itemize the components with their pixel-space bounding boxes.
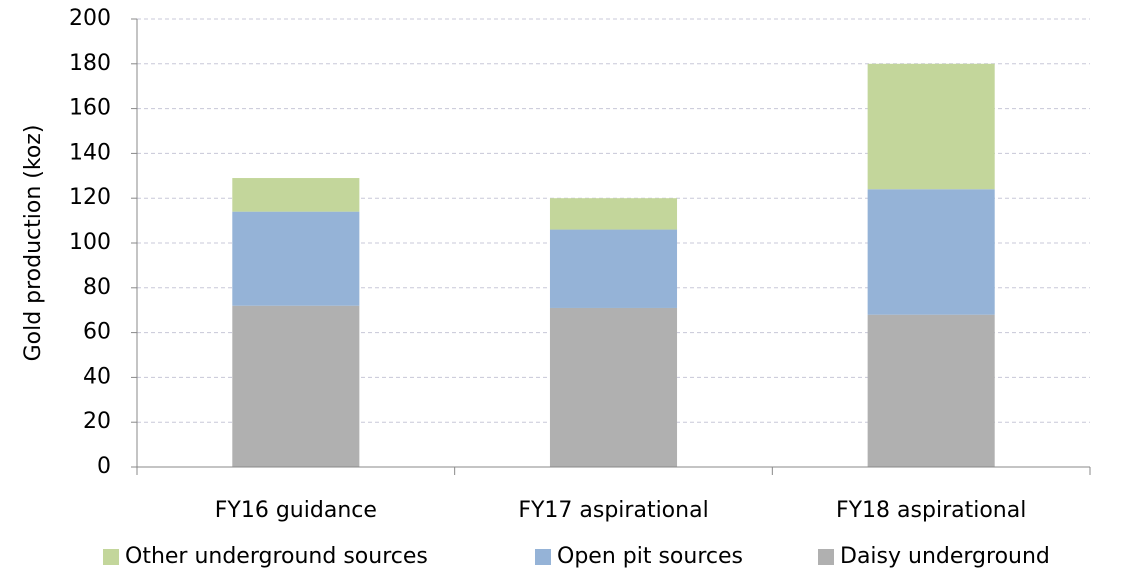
bar-segment: [549, 198, 678, 230]
y-tick-label: 20: [83, 409, 111, 434]
bar-segment: [867, 189, 995, 315]
y-tick-label: 0: [97, 454, 111, 479]
y-tick-label: 80: [83, 275, 111, 300]
legend-label: Open pit sources: [557, 544, 743, 569]
y-tick-label: 200: [69, 6, 111, 31]
legend-swatch: [818, 549, 834, 565]
bar-segment: [549, 307, 678, 467]
legend-swatch: [103, 549, 119, 565]
y-tick-label: 40: [83, 364, 111, 389]
x-tick-label: FY16 guidance: [215, 498, 377, 523]
bar-segment: [867, 314, 995, 467]
x-tick-label: FY17 aspirational: [518, 498, 708, 523]
bar-segment: [232, 305, 360, 467]
y-tick-label: 160: [69, 96, 111, 121]
y-tick-label: 60: [83, 320, 111, 345]
y-axis-label: Gold production (koz): [21, 125, 46, 362]
x-tick-label: FY18 aspirational: [836, 498, 1026, 523]
y-tick-label: 140: [69, 140, 111, 165]
legend-label: Other underground sources: [125, 544, 428, 569]
legend-label: Daisy underground: [840, 544, 1050, 569]
bar-segment: [232, 211, 360, 306]
y-tick-label: 180: [69, 51, 111, 76]
bar-segment: [867, 63, 995, 190]
bar-segment: [549, 229, 678, 308]
y-tick-label: 120: [69, 185, 111, 210]
y-tick-label: 100: [69, 230, 111, 255]
legend-swatch: [535, 549, 551, 565]
bar-segment: [232, 178, 360, 212]
